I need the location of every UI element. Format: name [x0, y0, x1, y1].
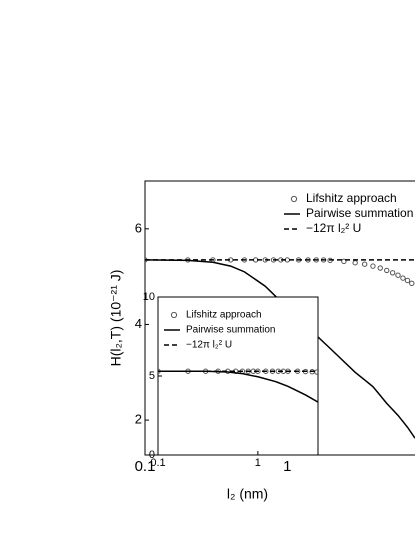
x-tick-label: 0.1 [135, 458, 156, 475]
legend-marker [290, 195, 298, 203]
y-tick-label: 0 [149, 449, 155, 461]
x-tick-label: 1 [283, 458, 291, 475]
legend-label: −12π l₂² U [306, 221, 361, 235]
legend-label: Pairwise summation [306, 206, 413, 220]
data-point [341, 258, 347, 265]
data-point [384, 267, 390, 274]
data-point [395, 272, 401, 278]
y-tick-label: 10 [143, 291, 155, 303]
y-tick-label: 4 [135, 316, 142, 331]
data-point [361, 261, 368, 267]
x-tick-label: 1 [255, 457, 261, 469]
plot-area [158, 368, 318, 403]
plot-area [145, 257, 415, 439]
data-point [314, 369, 318, 375]
data-point [370, 263, 376, 269]
legend-label: −12π l₂² U [186, 340, 232, 351]
y-tick-label: 5 [149, 370, 155, 382]
y-tick-label: 6 [135, 220, 142, 235]
legend-label: Lifshitz approach [306, 191, 397, 205]
data-point [400, 275, 406, 281]
data-point [409, 280, 415, 287]
data-point [404, 277, 411, 284]
data-point [389, 270, 396, 276]
y-axis-label: H(l₂,T) (10⁻²¹ J) [108, 270, 124, 367]
inset-background [158, 297, 318, 455]
data-line [158, 370, 318, 403]
legend-marker [170, 311, 178, 319]
data-point [352, 260, 358, 266]
x-axis-label: l₂ (nm) [227, 486, 268, 502]
legend-label: Pairwise summation [186, 325, 275, 336]
legend-label: Lifshitz approach [186, 310, 262, 321]
data-point [377, 265, 383, 271]
y-tick-label: 2 [135, 412, 142, 427]
x-tick-label: 0.1 [150, 457, 165, 469]
